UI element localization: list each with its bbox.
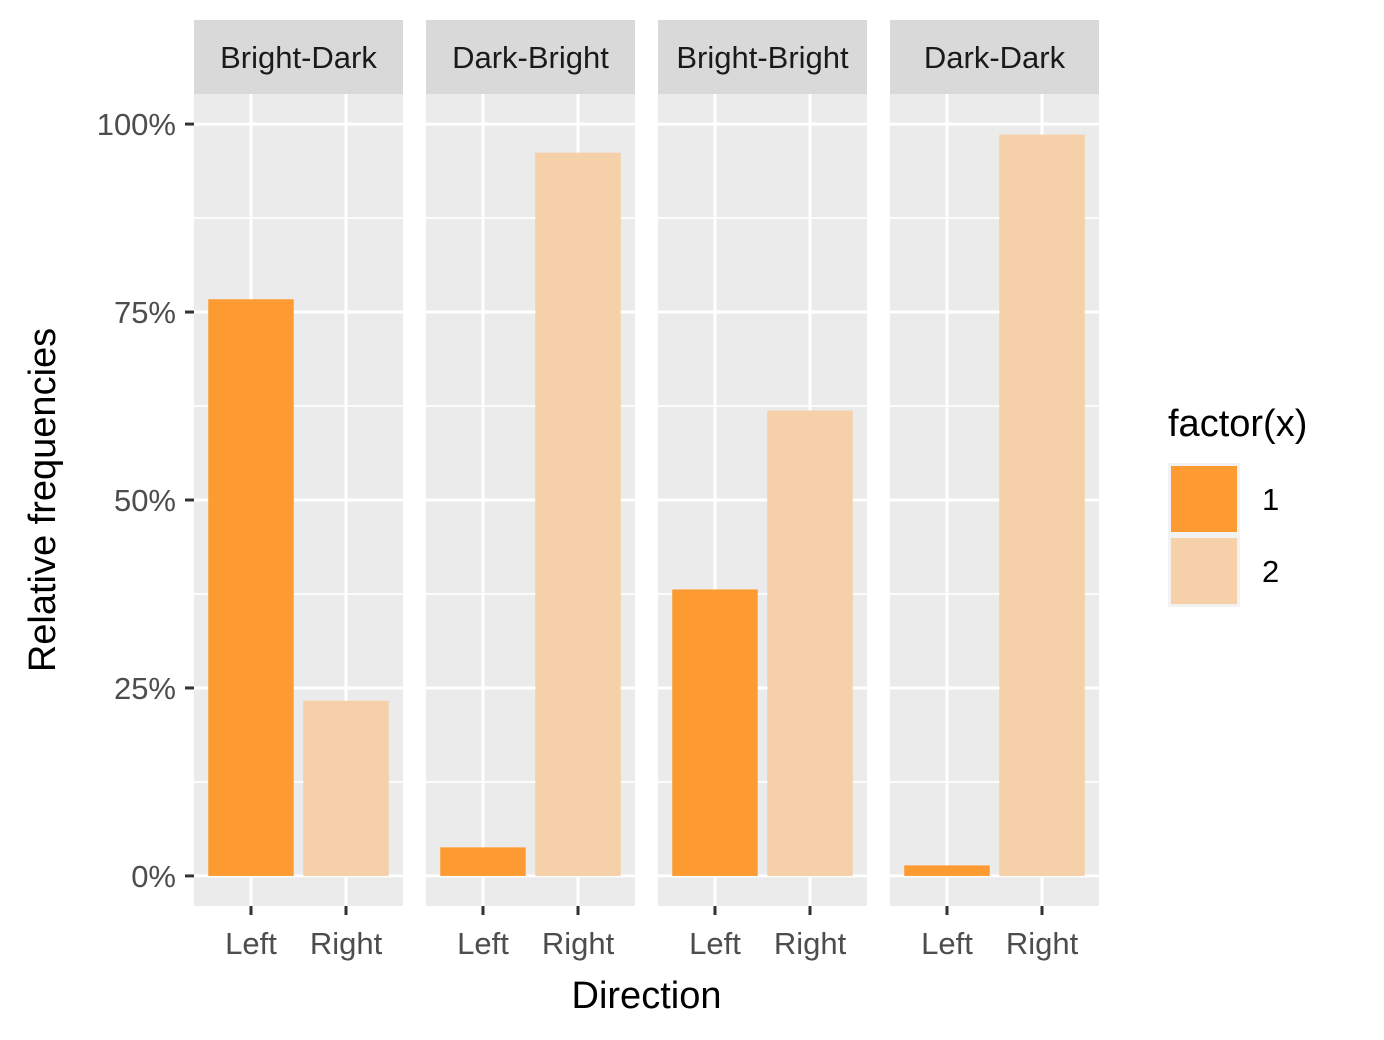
facet-strip xyxy=(194,20,403,94)
facet-strip-label: Dark-Dark xyxy=(924,40,1066,75)
panels-layer: Left Right Bright-Dark Left Right Dark-Bright… xyxy=(194,20,1099,961)
bar-dark-bright-left xyxy=(440,847,526,876)
y-axis: 0% 25% 50% 75% 100% xyxy=(97,107,194,894)
facet-strip-label: Dark-Bright xyxy=(452,40,609,75)
bar-bright-bright-left xyxy=(672,589,758,876)
x-tick-label: Right xyxy=(542,926,615,961)
bar-dark-dark-right xyxy=(999,134,1085,876)
legend: factor(x) 12 xyxy=(1168,403,1307,607)
x-tick-label: Right xyxy=(310,926,383,961)
legend-key-swatch xyxy=(1171,538,1237,604)
facet-strip xyxy=(426,20,635,94)
y-tick-label: 100% xyxy=(97,107,176,142)
x-tick-label: Right xyxy=(774,926,847,961)
bar-dark-bright-right xyxy=(535,152,621,876)
facet-panel-dark-bright: Left Right Dark-Bright xyxy=(426,20,635,961)
facet-strip xyxy=(890,20,1099,94)
x-tick-label: Left xyxy=(457,926,509,961)
x-tick-label: Left xyxy=(921,926,973,961)
legend-key-swatch xyxy=(1171,466,1237,532)
bar-bright-dark-left xyxy=(208,299,294,876)
y-tick-label: 50% xyxy=(114,483,176,518)
y-tick-label: 25% xyxy=(114,671,176,706)
legend-key-label: 2 xyxy=(1262,554,1279,589)
facet-strip-label: Bright-Dark xyxy=(220,40,377,75)
facet-panel-bright-bright: Left Right Bright-Bright xyxy=(658,20,867,961)
y-tick-label: 0% xyxy=(131,859,176,894)
bar-dark-dark-left xyxy=(904,865,990,876)
facet-strip xyxy=(658,20,867,94)
bar-bright-bright-right xyxy=(767,410,853,876)
y-axis-title: Relative frequencies xyxy=(22,328,64,672)
x-tick-label: Right xyxy=(1006,926,1079,961)
facet-strip-label: Bright-Bright xyxy=(676,40,849,75)
x-axis-title: Direction xyxy=(572,975,722,1017)
legend-items: 12 xyxy=(1168,463,1279,607)
bar-bright-dark-right xyxy=(303,700,389,876)
legend-title: factor(x) xyxy=(1168,403,1307,445)
facet-panel-bright-dark: Left Right Bright-Dark xyxy=(194,20,403,961)
legend-key-label: 1 xyxy=(1262,482,1279,517)
facet-panel-dark-dark: Left Right Dark-Dark xyxy=(890,20,1099,961)
x-tick-label: Left xyxy=(225,926,277,961)
x-tick-label: Left xyxy=(689,926,741,961)
y-tick-label: 75% xyxy=(114,295,176,330)
